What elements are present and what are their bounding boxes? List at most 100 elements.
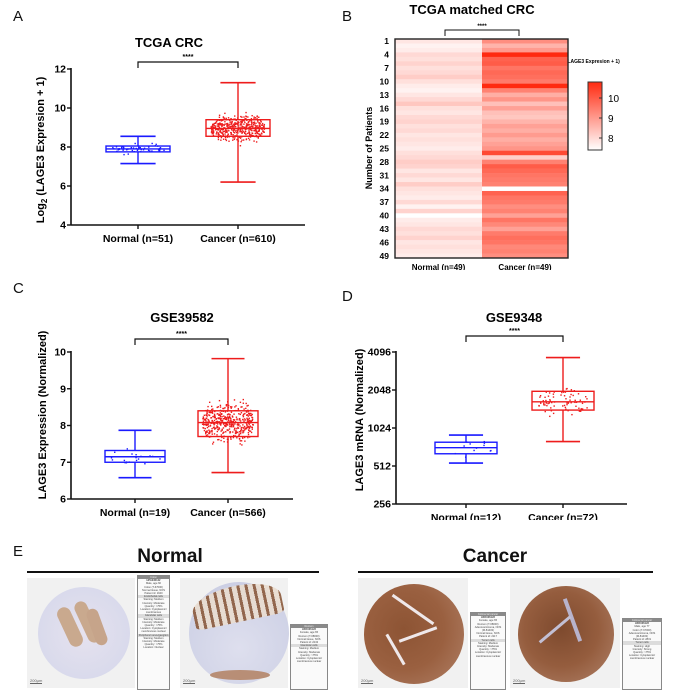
data-point — [214, 416, 216, 418]
data-point — [233, 427, 236, 430]
data-point — [121, 146, 123, 148]
data-point — [226, 125, 229, 127]
data-point — [246, 423, 248, 426]
data-point — [221, 436, 223, 439]
data-point — [221, 123, 223, 125]
data-point — [240, 440, 243, 442]
data-point — [240, 121, 242, 123]
data-point — [223, 437, 225, 439]
data-point — [213, 122, 216, 125]
data-point — [218, 399, 221, 402]
data-point — [217, 132, 220, 134]
data-point — [226, 122, 229, 125]
heatmap-cell-cancer — [482, 155, 568, 160]
data-point — [575, 405, 577, 407]
data-point — [565, 398, 567, 400]
data-point — [240, 115, 242, 118]
data-point — [215, 418, 217, 420]
data-point — [216, 413, 218, 415]
heatmap-cell-cancer — [482, 150, 568, 156]
data-point — [211, 125, 213, 128]
data-point — [245, 133, 247, 136]
data-point — [221, 413, 223, 415]
data-point — [548, 402, 550, 404]
data-point — [233, 123, 235, 125]
y-tick-label: 8 — [60, 420, 66, 432]
data-point — [232, 129, 234, 132]
data-point — [234, 121, 236, 124]
data-point — [235, 130, 237, 132]
tissue-core — [38, 587, 130, 679]
data-point — [217, 136, 220, 139]
y-tick-label: 12 — [54, 64, 66, 76]
data-point — [232, 416, 234, 418]
data-point — [221, 132, 224, 134]
data-point — [220, 136, 223, 139]
data-point — [250, 117, 253, 120]
data-point — [251, 122, 253, 124]
data-point — [228, 126, 230, 128]
data-point — [490, 449, 492, 452]
data-point — [241, 444, 243, 446]
data-point — [240, 406, 242, 408]
data-point — [202, 416, 205, 418]
y-axis-label: LAGE3 mRNA (Normalized) — [354, 348, 366, 491]
data-point — [222, 128, 224, 131]
heatmap-cell-cancer — [482, 159, 568, 165]
heatmap-cell-normal — [395, 83, 482, 89]
heatmap-cell-cancer — [482, 240, 568, 245]
data-point — [220, 124, 222, 126]
data-point — [233, 413, 235, 415]
data-point — [241, 129, 244, 131]
heatmap-chart-b: TCGA matched CRC Number of Patients Log2… — [364, 2, 620, 270]
data-point — [234, 137, 236, 139]
data-point — [213, 413, 216, 416]
data-point — [244, 419, 247, 421]
data-point — [236, 431, 239, 434]
data-point — [222, 124, 224, 126]
data-point — [549, 400, 552, 402]
data-point — [216, 430, 219, 433]
data-point — [215, 125, 217, 127]
data-point — [549, 415, 551, 418]
heatmap-cell-normal — [395, 101, 482, 107]
data-point — [220, 422, 222, 425]
data-point — [229, 417, 232, 419]
heatmap-cell-cancer — [482, 253, 568, 259]
y-tick-label: 1024 — [368, 423, 392, 435]
scale-bar: 200µm — [183, 678, 196, 684]
data-point — [218, 133, 220, 136]
heatmap-cell-cancer — [482, 186, 568, 192]
data-point — [258, 130, 260, 132]
data-point — [230, 425, 233, 427]
data-point — [233, 399, 236, 401]
data-point — [235, 431, 238, 434]
data-point — [237, 424, 239, 426]
data-point — [237, 126, 239, 129]
data-point — [231, 121, 233, 123]
data-point — [131, 149, 134, 152]
data-point — [130, 146, 133, 149]
data-point — [224, 136, 227, 139]
heatmap-cell-normal — [395, 92, 482, 98]
data-point — [553, 391, 555, 393]
data-point — [563, 404, 566, 407]
data-point — [202, 427, 204, 429]
data-point — [251, 413, 253, 416]
data-point — [221, 125, 223, 127]
data-point — [544, 410, 546, 413]
data-point — [216, 123, 219, 125]
data-point — [261, 133, 263, 135]
data-point — [226, 130, 228, 132]
data-point — [135, 459, 138, 462]
data-point — [234, 126, 237, 128]
data-point — [249, 420, 252, 423]
data-point — [205, 431, 207, 434]
data-point — [220, 434, 223, 436]
data-point — [222, 138, 225, 140]
data-point — [228, 140, 230, 142]
data-point — [236, 132, 239, 134]
data-point — [581, 408, 584, 410]
data-point — [227, 413, 230, 415]
data-point — [261, 122, 264, 125]
